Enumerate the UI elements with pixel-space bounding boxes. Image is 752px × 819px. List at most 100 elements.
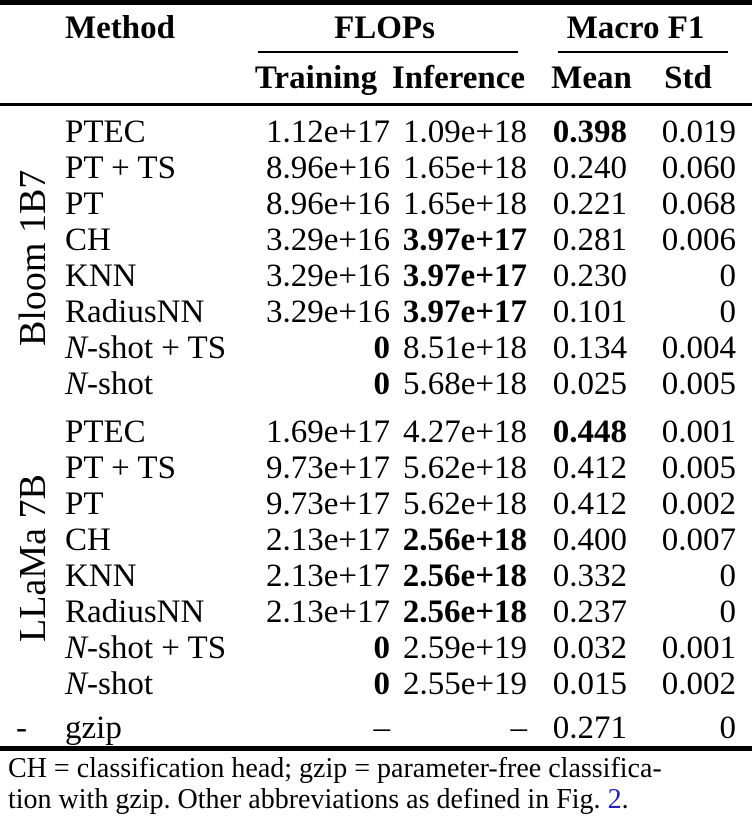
cell-training: 0 (373, 329, 391, 366)
cell-mean: 0.101 (552, 293, 627, 330)
cell-method: N-shot (65, 665, 154, 702)
cell-inference: – (510, 709, 528, 746)
group-label: Bloom 1B7 (11, 169, 54, 347)
header-inference: Inference (391, 60, 526, 96)
cell-inference: 3.97e+17 (402, 221, 527, 258)
cell-training: 3.29e+16 (265, 221, 390, 258)
cell-method: KNN (65, 557, 137, 594)
cell-method: CH (65, 221, 111, 258)
table-header-row2: Training Inference Mean Std (0, 54, 744, 103)
footnote-line2: tion with gzip. Other abbreviations as d… (8, 784, 748, 815)
cmid-spacer2 (65, 51, 242, 54)
cell-inference: 1.65e+18 (402, 149, 527, 186)
cell-mean: 0.015 (552, 665, 627, 702)
cell-training: 8.96e+16 (265, 149, 390, 186)
cell-std: 0.002 (661, 665, 736, 702)
cell-std: 0.002 (661, 485, 736, 522)
cell-training: 9.73e+17 (265, 449, 390, 486)
bottom-rule (0, 746, 752, 751)
cell-mean: 0.412 (552, 449, 627, 486)
header-std: Std (664, 60, 712, 96)
cell-std: 0.068 (661, 185, 736, 222)
table-body: Bloom 1B7 PTEC 1.12e+17 1.09e+18 0.398 0.019 P… (0, 106, 752, 746)
header-rule (0, 103, 752, 106)
table-header-row1: Method FLOPs Macro F1 (0, 5, 744, 51)
cell-inference: 3.97e+17 (402, 293, 527, 330)
cmid-flops-cell (242, 51, 527, 54)
group-label: LLaMa 7B (11, 474, 54, 642)
cell-mean: 0.412 (552, 485, 627, 522)
cell-inference: 2.56e+18 (402, 557, 527, 594)
cell-std: 0.005 (661, 365, 736, 402)
cell-training: 3.29e+16 (265, 293, 390, 330)
cell-mean: 0.448 (552, 413, 627, 450)
footnote-line2-period: . (621, 784, 629, 815)
cell-inference: 5.68e+18 (402, 365, 527, 402)
cell-method: N-shot (65, 365, 154, 402)
cell-std: 0 (719, 557, 737, 594)
table-section: - gzip – –0.271 0 (0, 710, 744, 746)
cell-inference: 2.55e+19 (402, 665, 527, 702)
flops-underline (258, 51, 518, 53)
cell-mean: 0.271 (552, 709, 627, 746)
footnote-line1: CH = classification head; gzip = paramet… (8, 753, 662, 784)
cell-method: PT (65, 485, 104, 522)
cell-method: CH (65, 521, 111, 558)
cell-method: PT + TS (65, 449, 176, 486)
cell-mean: 0.240 (552, 149, 627, 186)
table-section: Bloom 1B7 PTEC 1.12e+17 1.09e+18 0.398 0.019 P… (0, 114, 744, 402)
cell-training: 2.13e+17 (265, 521, 390, 558)
cell-inference: 2.56e+18 (402, 593, 527, 630)
header-training: Training (254, 60, 378, 96)
cell-mean: 0.237 (552, 593, 627, 630)
cell-std: 0.006 (661, 221, 736, 258)
cell-training: 0 (373, 365, 391, 402)
cell-mean: 0.332 (552, 557, 627, 594)
cell-std: 0.005 (661, 449, 736, 486)
cell-inference: 1.65e+18 (402, 185, 527, 222)
cell-method: PTEC (65, 113, 146, 150)
cell-training: 9.73e+17 (265, 485, 390, 522)
cell-method: PT (65, 185, 104, 222)
cell-training: – (373, 709, 391, 746)
cell-method: RadiusNN (65, 293, 205, 330)
cmid-macro-cell (527, 51, 744, 54)
cell-std: 0.007 (661, 521, 736, 558)
cell-mean: 0.398 (552, 113, 627, 150)
cell-std: 0.001 (661, 629, 736, 666)
footnote-line2-text: tion with gzip. Other abbreviations as d… (8, 784, 608, 815)
cell-method: KNN (65, 257, 137, 294)
table-footnote: CH = classification head; gzip = paramet… (0, 751, 752, 815)
cell-std: 0.019 (661, 113, 736, 150)
cell-mean: 0.400 (552, 521, 627, 558)
cell-inference: 1.09e+18 (402, 113, 527, 150)
cell-training: 1.12e+17 (265, 113, 390, 150)
cell-training: 0 (373, 629, 391, 666)
cell-std: 0 (719, 593, 737, 630)
cell-inference: 8.51e+18 (402, 329, 527, 366)
cmid-rules (0, 51, 744, 54)
cell-inference: 5.62e+18 (402, 485, 527, 522)
cell-mean: 0.134 (552, 329, 627, 366)
header-method: Method (65, 9, 175, 46)
cell-inference: 4.27e+18 (402, 413, 527, 450)
cell-std: 0.001 (661, 413, 736, 450)
table-section: LLaMa 7B PTEC 1.69e+17 4.27e+18 0.448 0.001 PT… (0, 414, 744, 702)
header-flops: FLOPs (334, 9, 435, 46)
cell-mean: 0.032 (552, 629, 627, 666)
cell-training: 8.96e+16 (265, 185, 390, 222)
macro-f1-underline (558, 51, 728, 53)
figure-2-link[interactable]: 2 (607, 784, 622, 815)
top-rule (0, 0, 752, 5)
cell-mean: 0.025 (552, 365, 627, 402)
header-macro-f1: Macro F1 (566, 9, 705, 46)
cell-std: 0 (719, 709, 737, 746)
cell-std: 0 (719, 257, 737, 294)
cell-std: 0 (719, 293, 737, 330)
cell-training: 2.13e+17 (265, 557, 390, 594)
cell-mean: 0.230 (552, 257, 627, 294)
cell-method: RadiusNN (65, 593, 205, 630)
cell-method: PT + TS (65, 149, 176, 186)
group-label: - (16, 709, 27, 746)
